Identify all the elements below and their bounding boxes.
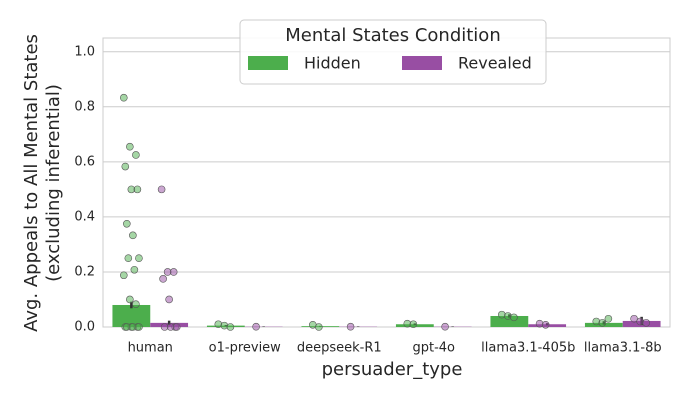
strip-point [172,323,181,331]
bar [112,304,151,327]
strip-point [541,320,550,329]
y-tick-label: 1.0 [74,44,95,59]
strip-point [126,295,134,304]
strip-point [598,319,607,327]
x-tick-label: deepseek-R1 [297,341,382,356]
y-tick-label: 0.2 [74,264,95,279]
strip-point [130,265,139,274]
strip-point [121,162,130,171]
y-axis-label: Avg. Appeals to All Mental States [21,34,42,332]
legend-label: Hidden [304,54,361,73]
legend-label: Revealed [458,54,532,73]
strip-point [157,185,166,194]
x-tick-label: llama3.1-8b [584,341,662,356]
strip-point [441,322,449,331]
strip-point [226,323,235,331]
strip-point [135,254,143,262]
legend-title: Mental States Condition [285,25,500,46]
x-tick-label: llama3.1-405b [481,341,575,356]
strip-point [119,271,128,280]
strip-point [119,93,128,102]
strip-point [133,185,142,194]
legend-swatch [402,56,442,70]
strip-point [159,275,167,283]
legend: Mental States Condition Hidden Revealed [239,19,547,85]
legend-swatch [248,56,288,70]
strip-point [169,268,178,276]
strip-point [124,254,133,262]
strip-point [642,319,650,327]
legend-frame [239,19,547,85]
strip-point [252,322,260,331]
x-tick-label: gpt-4o [412,341,455,356]
strip-point [346,322,355,331]
x-axis-label: persuader_type [322,359,463,380]
strip-point [126,142,134,151]
strip-point [315,323,323,331]
y-tick-label: 0.6 [74,154,95,169]
y-tick-label: 0.0 [74,320,95,335]
bar [490,315,529,327]
strip-point [123,219,131,228]
x-tick-label: o1-preview [209,341,282,356]
strip-point [165,295,173,304]
strip-point [409,320,418,329]
y-tick-label: 0.8 [74,99,95,114]
strip-point [129,231,137,240]
strip-point [135,323,143,331]
x-tick-label: human [128,341,173,356]
y-axis-label: (excluding inferential) [43,84,64,282]
strip-point [510,313,518,322]
strip-point [604,314,613,323]
strip-point [132,300,140,308]
strip-point [132,151,140,159]
y-tick-label: 0.4 [74,209,95,224]
